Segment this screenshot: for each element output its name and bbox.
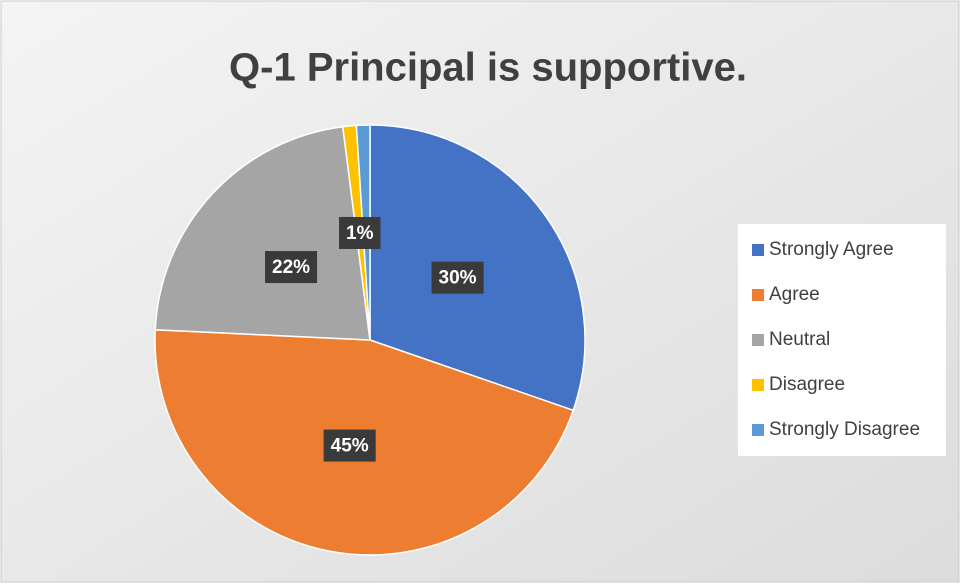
data-label: 1% (346, 223, 374, 244)
legend-swatch (752, 424, 764, 436)
data-label-box (323, 429, 376, 462)
legend-label: Agree (769, 284, 820, 305)
legend-label: Strongly Disagree (769, 419, 920, 440)
data-label: 30% (439, 268, 477, 289)
legend-swatch (752, 334, 764, 346)
legend-swatch (752, 244, 764, 256)
legend-swatch (752, 289, 764, 301)
data-label: 22% (272, 257, 310, 278)
data-label-box (339, 216, 381, 249)
data-label: 45% (331, 436, 369, 457)
legend-label: Neutral (769, 329, 830, 350)
legend-swatch (752, 379, 764, 391)
data-label-box (431, 261, 484, 294)
chart-title: Q-1 Principal is supportive. (229, 46, 747, 90)
data-label-box (265, 251, 318, 284)
legend-label: Strongly Agree (769, 239, 894, 260)
legend-box (738, 224, 946, 456)
pie-slice (154, 125, 371, 341)
legend-label: Disagree (769, 374, 845, 395)
